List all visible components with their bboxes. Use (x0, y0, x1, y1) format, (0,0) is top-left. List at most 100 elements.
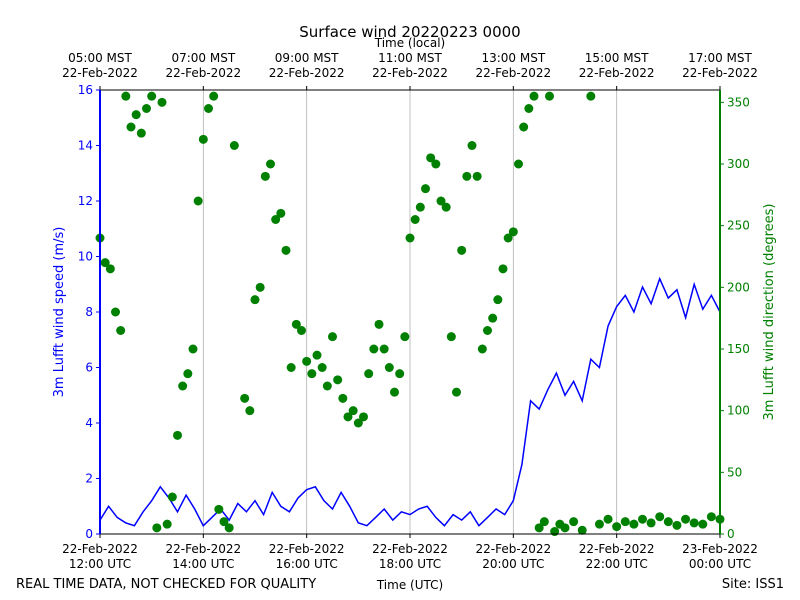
direction-point (188, 344, 198, 354)
direction-point (405, 233, 415, 243)
direction-point (116, 326, 126, 335)
direction-point (214, 504, 224, 514)
footer-note: REAL TIME DATA, NOT CHECKED FOR QUALITY (16, 577, 316, 592)
chart-title: Surface wind 20220223 0000 (299, 23, 520, 41)
direction-point (204, 104, 213, 113)
direction-point (369, 344, 379, 354)
x-tick-label: 23-Feb-2022 00:00 UTC (682, 542, 758, 571)
direction-point (706, 512, 716, 522)
y2-tick-label: 50 (727, 465, 742, 479)
x-tick-label: 22-Feb-2022 22:00 UTC (578, 542, 655, 571)
direction-point (338, 393, 348, 403)
direction-point (374, 319, 384, 329)
direction-point (410, 215, 420, 224)
direction-point (105, 264, 115, 274)
direction-point (266, 159, 275, 169)
direction-point (457, 245, 467, 255)
direction-point (173, 430, 182, 440)
direction-point (142, 104, 151, 113)
direction-point (167, 492, 177, 502)
direction-point (519, 122, 529, 132)
direction-point (400, 332, 410, 342)
direction-point (415, 202, 425, 212)
direction-point (638, 514, 647, 524)
direction-point (317, 363, 327, 372)
direction-point (260, 171, 270, 181)
grid (99, 90, 721, 534)
direction-point (488, 313, 498, 323)
direction-point (240, 393, 250, 403)
direction-point (629, 519, 639, 529)
direction-point (126, 122, 136, 132)
direction-point (379, 344, 389, 354)
direction-point (178, 381, 188, 391)
x-tick-label: 22-Feb-2022 12:00 UTC (62, 542, 138, 571)
direction-point (441, 202, 451, 212)
direction-point (343, 412, 353, 422)
direction-point (431, 159, 441, 169)
direction-point (276, 208, 286, 218)
direction-point (209, 91, 219, 101)
x2-tick-label: 11:00 MST 22-Feb-2022 (372, 51, 448, 80)
direction-point (493, 295, 503, 305)
direction-point (395, 369, 405, 379)
direction-point (307, 369, 317, 379)
x-tick-label: 22-Feb-2022 14:00 UTC (165, 542, 242, 571)
direction-point (328, 332, 337, 342)
direction-point (477, 344, 487, 354)
y-tick-label: 2 (85, 472, 93, 486)
x2-axis-label: Time (local) (374, 36, 446, 50)
y-tick-label: 14 (78, 139, 93, 153)
direction-point (467, 141, 477, 150)
direction-point (219, 517, 229, 527)
direction-point (302, 356, 312, 366)
y2-tick-label: 250 (727, 219, 750, 233)
y-tick-label: 4 (85, 416, 93, 430)
site-label: Site: ISS1 (722, 577, 784, 592)
direction-point (198, 134, 208, 144)
direction-point (663, 517, 673, 527)
direction-point (620, 517, 630, 527)
direction-point (322, 381, 332, 391)
x-tick-label: 22-Feb-2022 18:00 UTC (372, 542, 448, 571)
x-tick-label: 22-Feb-2022 16:00 UTC (268, 542, 345, 571)
y2-tick-label: 350 (727, 95, 750, 109)
direction-point (359, 412, 368, 422)
direction-point (672, 520, 682, 530)
direction-point (131, 110, 141, 120)
y-axis-label: 3m Lufft wind speed (m/s) (52, 227, 67, 398)
y-tick-label: 8 (85, 305, 93, 319)
direction-point (364, 369, 374, 379)
direction-point (681, 514, 691, 524)
direction-point (514, 159, 523, 169)
y2-tick-label: 200 (727, 280, 750, 294)
x2-tick-label: 17:00 MST 22-Feb-2022 (682, 51, 758, 80)
direction-point (348, 406, 358, 416)
direction-point (157, 97, 167, 107)
y-tick-label: 6 (85, 361, 93, 375)
direction-point (193, 196, 203, 206)
direction-point (136, 128, 146, 138)
direction-point (111, 307, 120, 317)
plot-area (95, 91, 725, 537)
direction-point (577, 525, 587, 535)
y2-tick-label: 0 (727, 527, 735, 541)
y2-axis-label: 3m Lufft wind direction (degrees) (762, 204, 777, 421)
direction-point (291, 319, 301, 329)
direction-point (436, 196, 446, 206)
x-tick-label: 22-Feb-2022 20:00 UTC (475, 542, 552, 571)
direction-point (508, 227, 518, 237)
direction-point (560, 523, 570, 533)
x2-tick-label: 13:00 MST 22-Feb-2022 (475, 51, 552, 80)
x2-tick-label: 09:00 MST 22-Feb-2022 (268, 51, 345, 80)
y-tick-label: 16 (78, 83, 93, 97)
direction-point (229, 141, 239, 150)
direction-point (250, 295, 260, 305)
direction-point (245, 406, 255, 416)
direction-point (698, 519, 708, 529)
direction-point (255, 282, 265, 292)
direction-point (539, 517, 549, 527)
direction-point (100, 258, 110, 268)
